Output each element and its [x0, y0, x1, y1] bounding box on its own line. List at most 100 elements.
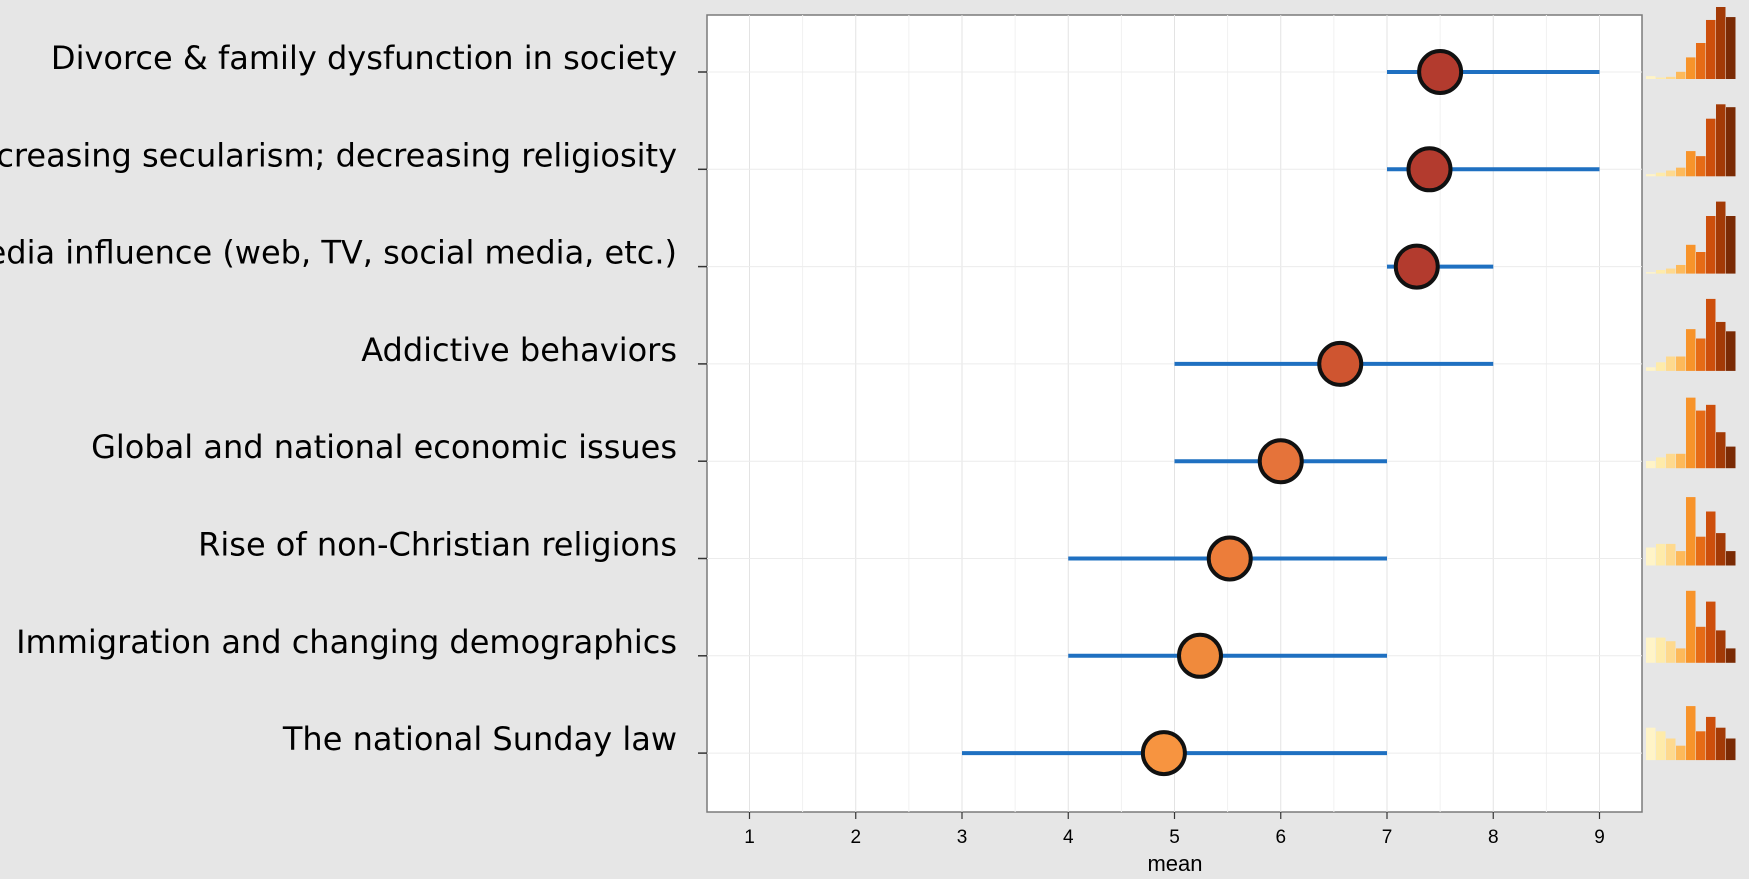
histogram-bar — [1716, 630, 1726, 663]
histogram-bar — [1656, 543, 1666, 566]
histogram-bar — [1696, 156, 1706, 177]
histogram-bar — [1696, 731, 1706, 761]
category-labels: Divorce & family dysfunction in society I… — [0, 39, 677, 758]
x-tick-label: 4 — [1063, 827, 1074, 848]
histogram-bar — [1696, 536, 1706, 566]
histogram-bar — [1686, 329, 1696, 371]
histogram-bar — [1686, 244, 1696, 274]
histogram-bar — [1666, 170, 1676, 177]
histogram-bar — [1666, 76, 1676, 79]
histogram-bar — [1716, 727, 1726, 761]
histogram-bar — [1686, 57, 1696, 79]
x-tick-label: 8 — [1488, 827, 1499, 848]
histogram-bar — [1656, 731, 1666, 761]
histogram-bar — [1696, 43, 1706, 79]
category-label: Global and national economic issues — [91, 428, 677, 466]
histogram-bar — [1666, 356, 1676, 371]
histogram-bar — [1646, 461, 1656, 469]
mean-dot — [1140, 730, 1187, 777]
x-tick-label: 7 — [1382, 827, 1393, 848]
mean-dot — [1393, 243, 1440, 290]
histogram-bar — [1646, 174, 1656, 177]
histogram-bar — [1646, 272, 1656, 274]
histogram-bar — [1676, 71, 1686, 79]
histogram-bar — [1696, 252, 1706, 274]
histogram-bar — [1686, 497, 1696, 566]
category-label: Addictive behaviors — [361, 331, 677, 369]
histogram-bar — [1726, 17, 1736, 79]
histogram-bar — [1706, 19, 1716, 79]
histogram-bar — [1646, 637, 1656, 663]
histogram-bar — [1726, 331, 1736, 371]
histogram-bar — [1686, 397, 1696, 469]
histogram-bar — [1676, 167, 1686, 177]
x-tick-label: 9 — [1594, 827, 1605, 848]
histogram-bar — [1726, 738, 1736, 761]
histogram-bar — [1656, 172, 1666, 177]
x-tick-label: 2 — [850, 827, 861, 848]
histogram-bar — [1716, 533, 1726, 566]
x-axis-title: mean — [1147, 851, 1202, 876]
x-axis: 1 2 3 4 5 6 7 8 9 — [744, 812, 1605, 848]
category-label: Media influence (web, TV, social media, … — [0, 234, 677, 272]
histogram-bar — [1656, 270, 1666, 274]
histogram-bar — [1676, 648, 1686, 663]
category-label: Divorce & family dysfunction in society — [51, 39, 677, 77]
histogram-bar — [1716, 201, 1726, 274]
histogram-bar — [1706, 716, 1716, 761]
histogram-bar — [1726, 216, 1736, 274]
distribution-histograms — [1646, 7, 1736, 761]
histogram-bar — [1726, 551, 1736, 566]
histogram-bar — [1676, 551, 1686, 566]
histogram-bar — [1696, 338, 1706, 371]
mean-dot — [1257, 438, 1304, 485]
histogram-bar — [1656, 77, 1666, 79]
histogram-bar — [1696, 626, 1706, 663]
histogram-bar — [1666, 543, 1676, 566]
histogram-bar — [1666, 268, 1676, 274]
histogram-bar — [1656, 457, 1666, 469]
mean-dot — [1417, 49, 1464, 95]
histogram-bar — [1706, 601, 1716, 663]
histogram-bar — [1726, 107, 1736, 177]
mean-dot — [1406, 146, 1453, 193]
x-tick-label: 3 — [957, 827, 968, 848]
histogram-bar — [1646, 547, 1656, 566]
histogram-bar — [1676, 264, 1686, 274]
mean-dot — [1206, 535, 1253, 582]
category-label: The national Sunday law — [282, 720, 677, 758]
histogram-bar — [1666, 738, 1676, 761]
y-ticks — [698, 71, 707, 754]
histogram-bar — [1646, 367, 1656, 371]
histogram-bar — [1656, 637, 1666, 663]
histogram-bar — [1706, 298, 1716, 371]
mean-dot — [1317, 340, 1364, 387]
mean-dots — [1140, 49, 1464, 777]
x-tick-label: 1 — [744, 827, 755, 848]
histogram-bar — [1686, 151, 1696, 177]
histogram-bar — [1676, 745, 1686, 761]
histogram-bar — [1676, 356, 1686, 371]
histogram-bar — [1696, 410, 1706, 469]
histogram-bar — [1676, 453, 1686, 469]
histogram-bar — [1646, 76, 1656, 79]
x-tick-label: 5 — [1169, 827, 1180, 848]
histogram-bar — [1706, 118, 1716, 177]
category-label: Increasing secularism; decreasing religi… — [0, 136, 677, 174]
category-label: Rise of non-Christian religions — [198, 526, 677, 564]
histogram-bar — [1716, 7, 1726, 79]
histogram-bar — [1686, 706, 1696, 761]
histogram-bar — [1716, 104, 1726, 177]
x-tick-label: 6 — [1275, 827, 1286, 848]
histogram-bar — [1726, 446, 1736, 469]
histogram-bar — [1726, 648, 1736, 663]
histogram-bar — [1706, 511, 1716, 566]
histogram-bar — [1716, 432, 1726, 469]
histogram-bar — [1706, 404, 1716, 469]
histogram-bar — [1666, 453, 1676, 469]
histogram-bar — [1646, 727, 1656, 761]
histogram-bar — [1706, 216, 1716, 274]
histogram-bar — [1656, 362, 1666, 371]
histogram-bar — [1716, 321, 1726, 371]
